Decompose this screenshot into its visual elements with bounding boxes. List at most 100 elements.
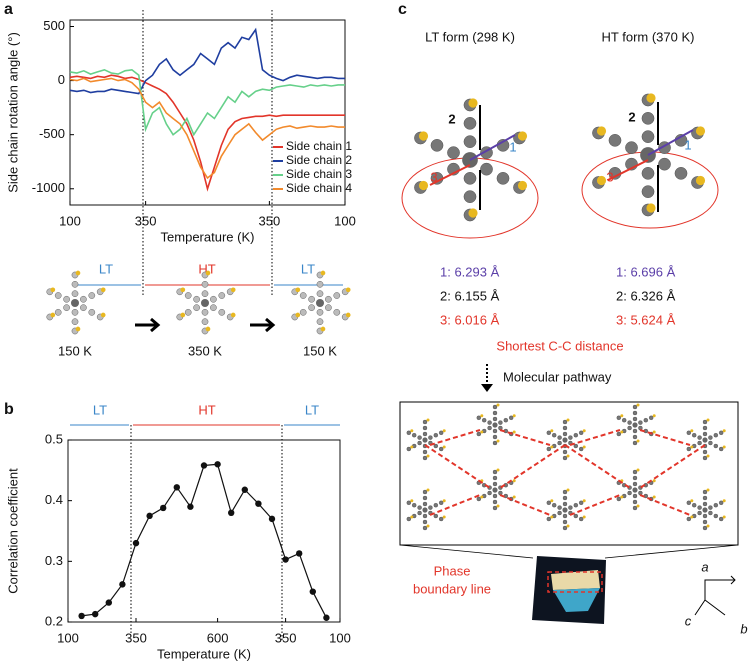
atom bbox=[422, 513, 428, 519]
atom bbox=[652, 479, 656, 483]
atom bbox=[719, 500, 724, 505]
crystal-domain bbox=[553, 588, 600, 612]
atom bbox=[713, 503, 718, 508]
pathway-arrow bbox=[499, 494, 551, 516]
atom bbox=[552, 503, 557, 508]
atom bbox=[184, 292, 192, 299]
x-tick-label: 350 bbox=[135, 213, 157, 228]
atom bbox=[557, 435, 562, 440]
atom bbox=[333, 309, 341, 316]
atom bbox=[620, 414, 624, 418]
atom bbox=[316, 281, 324, 288]
atom bbox=[482, 418, 487, 423]
atom bbox=[632, 481, 638, 487]
atom bbox=[417, 435, 422, 440]
arrow bbox=[250, 317, 276, 333]
y-axis-title: Correlation coefficient bbox=[5, 468, 20, 594]
atom bbox=[316, 299, 324, 307]
atom bbox=[316, 318, 324, 325]
y-axis-title: Side chain rotation angle (°) bbox=[5, 32, 20, 193]
atom bbox=[702, 507, 708, 513]
atom bbox=[406, 446, 411, 452]
atom bbox=[54, 309, 62, 316]
atom bbox=[517, 131, 528, 141]
atom bbox=[75, 326, 81, 332]
atom bbox=[218, 309, 226, 316]
atom bbox=[463, 135, 477, 148]
atom bbox=[652, 414, 656, 418]
pathway-arrow bbox=[639, 444, 706, 489]
atom bbox=[492, 422, 498, 428]
legend-label: Side chain 4 bbox=[286, 181, 352, 195]
atom bbox=[568, 435, 573, 440]
x-tick-label: 100 bbox=[329, 630, 351, 645]
atom bbox=[566, 488, 570, 492]
atom bbox=[193, 304, 200, 311]
atom bbox=[320, 270, 326, 276]
atom bbox=[627, 425, 632, 431]
atom bbox=[80, 295, 87, 303]
atom bbox=[625, 141, 638, 154]
contact-label: 3 bbox=[606, 169, 613, 184]
atom bbox=[492, 499, 498, 505]
atom bbox=[480, 495, 484, 499]
atom bbox=[608, 134, 622, 147]
atom bbox=[325, 295, 332, 303]
atom bbox=[426, 454, 430, 458]
atom bbox=[641, 167, 655, 180]
data-line bbox=[69, 27, 345, 95]
atom bbox=[492, 410, 498, 416]
atom bbox=[632, 499, 638, 505]
contact-arrow bbox=[607, 159, 649, 181]
atom bbox=[430, 139, 444, 152]
data-point bbox=[132, 539, 140, 547]
atom bbox=[632, 487, 638, 493]
atom bbox=[702, 449, 708, 455]
atom bbox=[492, 505, 498, 511]
atom bbox=[632, 475, 638, 481]
x-tick-label: 600 bbox=[207, 630, 229, 645]
data-line bbox=[69, 77, 345, 180]
x-axis-title: Temperature (K) bbox=[157, 646, 251, 661]
atom bbox=[616, 415, 621, 420]
data-point bbox=[78, 612, 85, 620]
contact-arrow bbox=[469, 134, 516, 161]
atom bbox=[632, 493, 638, 499]
atom bbox=[439, 516, 444, 522]
data-point bbox=[160, 504, 167, 512]
contact-label: 3 bbox=[430, 169, 437, 184]
data-point bbox=[105, 599, 113, 606]
atom bbox=[562, 519, 568, 525]
atom bbox=[50, 312, 56, 318]
atom bbox=[412, 433, 417, 438]
x-tick-label: 100 bbox=[334, 213, 356, 228]
atom bbox=[562, 437, 568, 443]
atom bbox=[573, 513, 578, 519]
x-tick-label: 100 bbox=[57, 630, 79, 645]
atom bbox=[697, 510, 702, 516]
atom bbox=[433, 513, 438, 519]
atom bbox=[695, 175, 706, 186]
pathway-arrow bbox=[569, 429, 621, 446]
distance: 2: 6.326 Å bbox=[616, 288, 676, 303]
data-line bbox=[69, 68, 345, 137]
atom bbox=[410, 445, 414, 449]
pathway-arrow bbox=[424, 444, 491, 489]
atom bbox=[476, 431, 481, 437]
caption: boundary line bbox=[413, 581, 491, 596]
atom bbox=[632, 469, 638, 475]
atom bbox=[579, 446, 584, 452]
atom bbox=[80, 304, 87, 311]
atom bbox=[702, 501, 708, 507]
atom bbox=[622, 418, 627, 423]
atom bbox=[316, 309, 324, 316]
atom bbox=[706, 454, 710, 458]
atom bbox=[568, 505, 573, 510]
atom bbox=[686, 500, 691, 505]
form-title: LT form (298 K) bbox=[425, 29, 515, 44]
snapshot-label: 350 K bbox=[188, 343, 222, 358]
atom bbox=[210, 295, 217, 303]
atom bbox=[546, 430, 551, 435]
crystal-domain bbox=[551, 570, 600, 590]
atom bbox=[550, 499, 554, 503]
